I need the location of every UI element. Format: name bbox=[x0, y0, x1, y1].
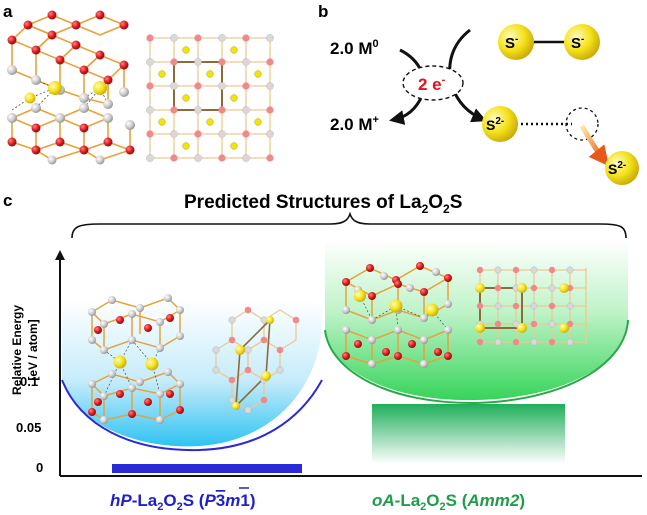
y-tick-label: 0.1 bbox=[20, 374, 38, 389]
electrons-label: 2 e- bbox=[418, 74, 446, 94]
panel-a-crystal-structure bbox=[7, 10, 135, 165]
vacated-site bbox=[565, 107, 599, 141]
oxidation-arrow bbox=[389, 48, 426, 125]
sulfide-label-1: S2- bbox=[486, 116, 504, 133]
oa-well-outline bbox=[324, 319, 629, 405]
dimer-right-label: S- bbox=[571, 34, 584, 52]
hp-structure-name: hP-La2O2S (P3m1) bbox=[110, 491, 256, 513]
hp-well-outline bbox=[61, 379, 323, 452]
y-tick-label: 0.05 bbox=[16, 420, 41, 435]
sulfide-label-2: S2- bbox=[608, 160, 626, 177]
hp-hexagonal-projection bbox=[212, 306, 300, 414]
reactant-label: 2.0 M0 bbox=[330, 38, 379, 58]
panel-a-projection-grid bbox=[146, 34, 274, 162]
hp-energy-bar bbox=[112, 464, 302, 473]
electron-transfer-ellipse bbox=[402, 65, 464, 101]
sulfur-dimer-atom-right bbox=[564, 24, 600, 60]
product-label: 2.0 M+ bbox=[330, 114, 379, 134]
sulfur-dimer-atom-left bbox=[498, 24, 534, 60]
panel-b-letter: b bbox=[318, 2, 328, 21]
y-tick-label: 0 bbox=[36, 460, 43, 475]
panel-a-letter: a bbox=[3, 2, 13, 21]
oa-energy-bar bbox=[372, 404, 565, 464]
y-axis-label-line2: [eV / atom] bbox=[26, 319, 40, 380]
panel-c-title: Predicted Structures of La2O2S bbox=[184, 192, 462, 216]
oa-structure-name: oA-La2O2S (Amm2) bbox=[372, 491, 525, 513]
y-axis-label-line1: Relative Energy bbox=[10, 305, 24, 395]
sulfide-atom-2 bbox=[605, 151, 639, 185]
oa-crystal-structure bbox=[342, 262, 452, 368]
hp-crystal-structure bbox=[88, 294, 184, 424]
migration-arrow bbox=[579, 124, 609, 167]
hp-energy-well bbox=[62, 300, 322, 447]
sulfide-atom-1 bbox=[482, 106, 518, 142]
panel-c-letter: c bbox=[3, 191, 12, 210]
grouping-brace bbox=[71, 211, 627, 239]
dimer-left-label: S- bbox=[505, 34, 518, 52]
oa-projection-grid bbox=[475, 266, 587, 346]
